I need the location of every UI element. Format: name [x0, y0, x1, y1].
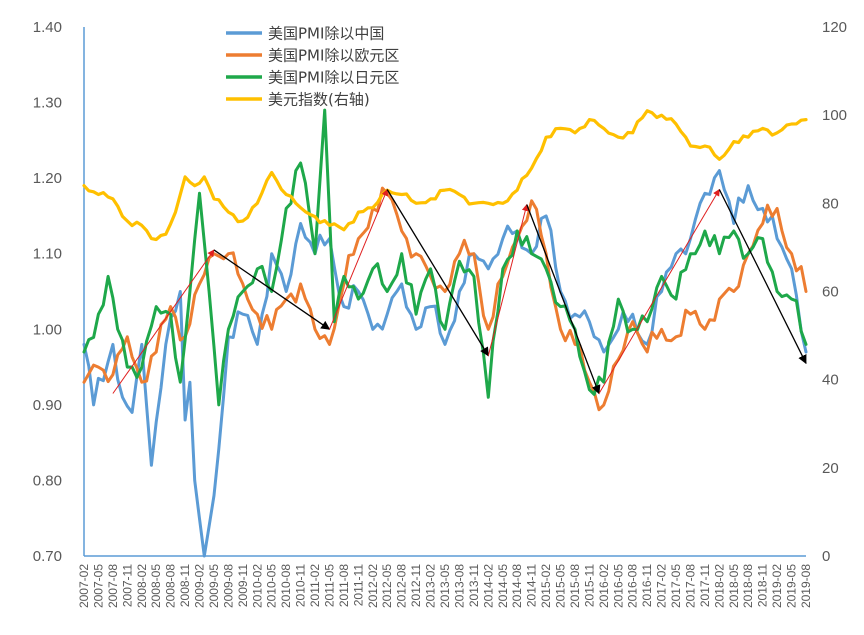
left-axis-tick-label: 1.30 — [33, 95, 62, 112]
x-axis-tick-label: 2007-02 — [77, 564, 91, 608]
x-axis-tick-label: 2013-02 — [424, 564, 438, 608]
x-axis-tick-label: 2010-02 — [250, 564, 264, 608]
x-axis-tick-label: 2017-11 — [698, 564, 712, 607]
x-axis-tick-label: 2011-08 — [337, 564, 351, 607]
series-line-4 — [82, 109, 808, 242]
x-axis-tick-label: 2008-08 — [164, 564, 178, 608]
x-axis-tick-label: 2007-11 — [120, 564, 134, 607]
x-axis-tick-label: 2015-05 — [554, 564, 568, 608]
x-axis-tick-label: 2008-05 — [149, 564, 163, 608]
downtrend-arrow — [386, 189, 489, 357]
downtrend-arrow — [526, 204, 601, 395]
x-axis-tick-label: 2016-02 — [597, 564, 611, 608]
x-axis-tick-label: 2016-08 — [626, 564, 640, 608]
series-line-3 — [82, 108, 808, 407]
x-axis-tick-label: 2018-02 — [712, 564, 726, 608]
x-axis-tick-label: 2014-05 — [496, 564, 510, 608]
right-axis-tick-label: 60 — [822, 284, 839, 301]
x-axis-tick-label: 2015-08 — [568, 564, 582, 608]
x-axis-tick-label: 2011-05 — [322, 564, 336, 607]
x-axis-tick-label: 2017-08 — [683, 564, 697, 608]
x-axis-tick-label: 2017-05 — [669, 564, 683, 608]
x-axis-tick-label: 2012-11 — [409, 564, 423, 607]
trend-arrows — [112, 188, 807, 395]
x-axis-tick-label: 2012-05 — [380, 564, 394, 608]
x-axis-tick-label: 2009-02 — [193, 564, 207, 608]
right-axis-tick-label: 80 — [822, 195, 839, 212]
legend-label: 美元指数(右轴) — [268, 91, 370, 109]
x-axis-tick-label: 2019-02 — [770, 564, 784, 608]
left-axis-tick-label: 0.90 — [33, 397, 62, 414]
x-axis-tick-label: 2007-08 — [106, 564, 120, 608]
x-axis-tick-label: 2015-11 — [582, 564, 596, 607]
series-lines — [82, 108, 808, 558]
x-axis-tick-label: 2017-02 — [655, 564, 669, 608]
right-axis-tick-label: 120 — [822, 19, 847, 36]
x-axis-tick-label: 2019-05 — [785, 564, 799, 608]
x-axis-tick-label: 2018-08 — [741, 564, 755, 608]
uptrend-arrow — [487, 203, 529, 356]
x-axis-tick-label: 2009-05 — [207, 564, 221, 608]
left-axis-tick-label: 0.70 — [33, 548, 62, 565]
x-axis-tick-label: 2018-11 — [756, 564, 770, 607]
right-axis-tick-label: 20 — [822, 460, 839, 477]
series-line-1 — [82, 169, 808, 558]
x-axis-tick-label: 2013-08 — [452, 564, 466, 608]
x-axis-tick-label: 2010-05 — [265, 564, 279, 608]
downtrend-arrow — [718, 189, 807, 365]
x-axis-tick-label: 2019-08 — [799, 564, 813, 608]
x-axis-tick-label: 2014-08 — [510, 564, 524, 608]
series-line-2 — [82, 186, 808, 412]
legend-label: 美国PMI除以日元区 — [268, 69, 399, 87]
right-axis-tick-label: 40 — [822, 372, 839, 389]
x-axis-tick-label: 2007-05 — [91, 564, 105, 608]
legend-label: 美国PMI除以欧元区 — [268, 47, 399, 65]
x-axis-tick-label: 2008-11 — [178, 564, 192, 607]
x-axis-tick-label: 2014-11 — [525, 564, 539, 607]
x-axis-tick-label: 2012-02 — [366, 564, 380, 608]
legend-label: 美国PMI除以中国 — [268, 25, 384, 43]
x-axis-tick-label: 2011-02 — [308, 564, 322, 607]
x-axis-tick-label: 2009-11 — [236, 564, 250, 607]
x-axis-tick-label: 2016-11 — [640, 564, 654, 607]
uptrend-arrow — [598, 188, 720, 394]
x-axis-tick-label: 2014-02 — [481, 564, 495, 608]
x-axis-tick-label: 2013-05 — [438, 564, 452, 608]
x-axis-tick-label: 2018-05 — [727, 564, 741, 608]
left-axis-ticks: 0.70 0.80 0.90 1.00 1.10 1.20 1.30 1.40 — [33, 19, 62, 565]
downtrend-arrow — [213, 249, 331, 330]
x-axis-tick-label: 2011-11 — [351, 564, 365, 607]
x-axis-tick-label: 2016-05 — [611, 564, 625, 608]
left-axis-tick-label: 1.10 — [33, 246, 62, 263]
x-axis-tick-label: 2010-11 — [294, 564, 308, 607]
x-axis-tick-label: 2015-02 — [539, 564, 553, 608]
x-axis-tick-label: 2013-11 — [467, 564, 481, 607]
right-axis-tick-label: 100 — [822, 107, 847, 124]
left-axis-tick-label: 0.80 — [33, 472, 62, 489]
right-axis-tick-label: 0 — [822, 548, 830, 565]
right-axis-ticks: 0 20 40 60 80 100 120 — [822, 19, 847, 565]
uptrend-arrow — [112, 249, 215, 394]
x-axis-tick-label: 2010-08 — [279, 564, 293, 608]
x-axis-ticks: 2007-02 2007-05 2007-08 2007-11 2008-02 2008-… — [77, 564, 813, 608]
x-axis-tick-label: 2008-02 — [135, 564, 149, 608]
left-axis-tick-label: 1.20 — [33, 170, 62, 187]
left-axis-tick-label: 1.40 — [33, 19, 62, 36]
uptrend-arrow — [329, 188, 389, 330]
left-axis-tick-label: 1.00 — [33, 321, 62, 338]
x-axis-tick-label: 2009-08 — [221, 564, 235, 608]
x-axis-tick-label: 2012-08 — [395, 564, 409, 608]
